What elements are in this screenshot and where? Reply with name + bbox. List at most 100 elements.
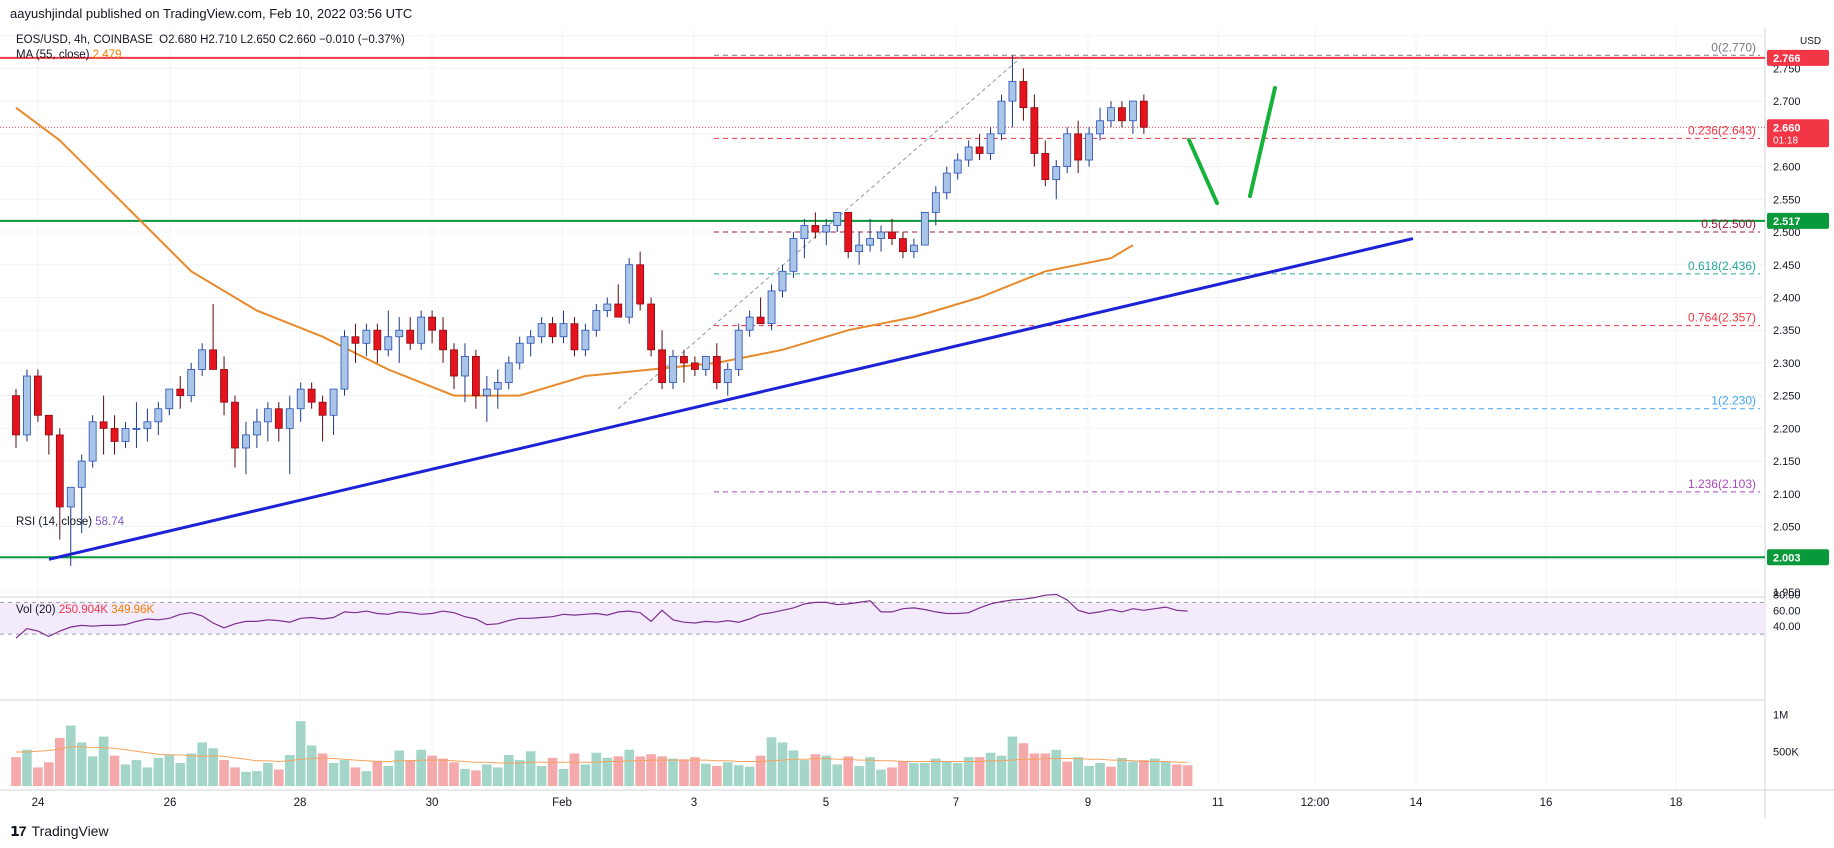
candle-body bbox=[1085, 133, 1093, 161]
volume-bar-up bbox=[76, 742, 87, 786]
candle-body bbox=[198, 349, 207, 370]
volume-bar-down bbox=[657, 756, 667, 786]
price-badge bbox=[1767, 212, 1829, 229]
volume-bar-down bbox=[405, 760, 415, 786]
bearish-candle bbox=[471, 349, 480, 409]
candle-body bbox=[362, 329, 371, 344]
candle-body bbox=[1041, 153, 1050, 181]
time-tick-label: 16 bbox=[1540, 797, 1553, 809]
price-tick-label: 2.750 bbox=[1773, 63, 1801, 75]
fib-trend-line bbox=[617, 54, 1024, 410]
candle-body bbox=[110, 427, 119, 442]
bearish-candle bbox=[570, 317, 579, 357]
candle-body bbox=[165, 388, 174, 410]
bullish-candle bbox=[942, 166, 951, 200]
bullish-candle bbox=[931, 186, 940, 226]
volume-bar-down bbox=[1029, 753, 1040, 786]
price-tick-label: 2.350 bbox=[1773, 325, 1801, 337]
volume-bar-down bbox=[109, 755, 120, 786]
rsi-legend[interactable]: RSI (14, close) 58.74 bbox=[16, 516, 124, 528]
time-tick-label: 30 bbox=[426, 797, 439, 809]
bearish-candle bbox=[888, 218, 896, 246]
volume-bar-up bbox=[328, 763, 339, 786]
symbol-legend[interactable]: EOS/USD, 4h, COINBASE O2.680 H2.710 L2.6… bbox=[16, 34, 405, 46]
bullish-candle bbox=[242, 421, 250, 475]
candle-body bbox=[778, 270, 787, 292]
volume-bar-up bbox=[766, 737, 777, 786]
bearish-candle bbox=[1041, 140, 1050, 187]
volume-bar-up bbox=[733, 765, 744, 786]
bearish-candle bbox=[373, 323, 382, 363]
volume-bar-up bbox=[208, 748, 218, 786]
candle-body bbox=[450, 349, 458, 377]
volume-bar-down bbox=[755, 755, 766, 786]
volume-bar-down bbox=[1171, 764, 1182, 786]
candle-body bbox=[625, 264, 634, 318]
open-value: 2.680 bbox=[168, 34, 197, 46]
volume-bar-up bbox=[295, 721, 306, 786]
volume-bar-down bbox=[230, 767, 240, 786]
bullish-candle bbox=[745, 310, 754, 337]
rsi-tick-label: 40.00 bbox=[1773, 621, 1801, 633]
volume-bar-up bbox=[744, 766, 755, 786]
volume-bar-down bbox=[44, 762, 54, 786]
candle-body bbox=[88, 421, 97, 462]
bullish-candle bbox=[515, 336, 524, 370]
volume-bar-up bbox=[854, 765, 864, 786]
candle-body bbox=[920, 211, 929, 246]
candle-body bbox=[636, 264, 645, 305]
time-axis: 24 26 28 30 Feb 3 5 7 9 11 12:00 14 16 18 bbox=[32, 797, 1683, 809]
candle-body bbox=[1129, 100, 1137, 122]
price-badge-value: 2.517 bbox=[1773, 216, 1801, 228]
volume-bar-up bbox=[175, 763, 186, 786]
bearish-candle bbox=[756, 297, 765, 325]
volume-bar-up bbox=[909, 763, 919, 786]
volume-bar-up bbox=[241, 771, 251, 786]
volume-bar-up bbox=[98, 736, 109, 786]
bearish-candle bbox=[44, 414, 53, 455]
candle-body bbox=[877, 231, 885, 239]
bullish-candle bbox=[669, 349, 677, 390]
volume-legend[interactable]: Vol (20) 250.904K 349.96K bbox=[16, 604, 154, 616]
ma-legend[interactable]: MA (55, close) 2.479 bbox=[16, 49, 121, 61]
volume-bar-down bbox=[887, 767, 897, 786]
bullish-candle bbox=[1008, 55, 1017, 128]
rsi-value: 58.74 bbox=[95, 516, 125, 528]
vol-ma-value: 349.96K bbox=[111, 604, 155, 616]
bullish-candle bbox=[1052, 160, 1061, 200]
price-badge-value: 2.003 bbox=[1773, 552, 1801, 564]
volume-bar-down bbox=[1106, 766, 1116, 786]
candle-body bbox=[34, 375, 42, 416]
candle-body bbox=[1107, 107, 1115, 122]
volume-bar-down bbox=[471, 770, 481, 786]
candle-body bbox=[154, 408, 163, 423]
bullish-candle bbox=[252, 408, 261, 449]
bearish-candle bbox=[844, 211, 853, 259]
time-tick-label: 5 bbox=[823, 797, 829, 809]
bullish-candle bbox=[1063, 127, 1072, 174]
volume-bar-down bbox=[547, 757, 558, 786]
candle-body bbox=[603, 303, 612, 311]
volume-bar-up bbox=[1073, 757, 1083, 786]
bearish-candle bbox=[274, 402, 283, 442]
tradingview-logo[interactable]: 𝟭7 TradingView bbox=[10, 820, 109, 842]
candle-body bbox=[756, 316, 765, 325]
candle-body bbox=[318, 401, 327, 416]
price-tick-label: 2.100 bbox=[1773, 489, 1801, 501]
candle-body bbox=[745, 316, 754, 331]
bearish-candle bbox=[450, 343, 458, 390]
volume-bar-up bbox=[821, 755, 832, 786]
candle-body bbox=[789, 238, 798, 272]
bullish-candle bbox=[581, 323, 590, 357]
candle-body bbox=[537, 323, 546, 338]
bearish-candle bbox=[209, 304, 218, 370]
volume-bar-up bbox=[920, 763, 930, 786]
volume-pane bbox=[11, 721, 1193, 786]
volume-bar-down bbox=[350, 767, 361, 786]
volume-bar-up bbox=[416, 749, 426, 786]
bullish-candle bbox=[66, 486, 75, 566]
volume-bar-up bbox=[1051, 749, 1062, 786]
volume-bar-up bbox=[1084, 765, 1094, 786]
price-tick-label: 2.050 bbox=[1773, 522, 1801, 534]
